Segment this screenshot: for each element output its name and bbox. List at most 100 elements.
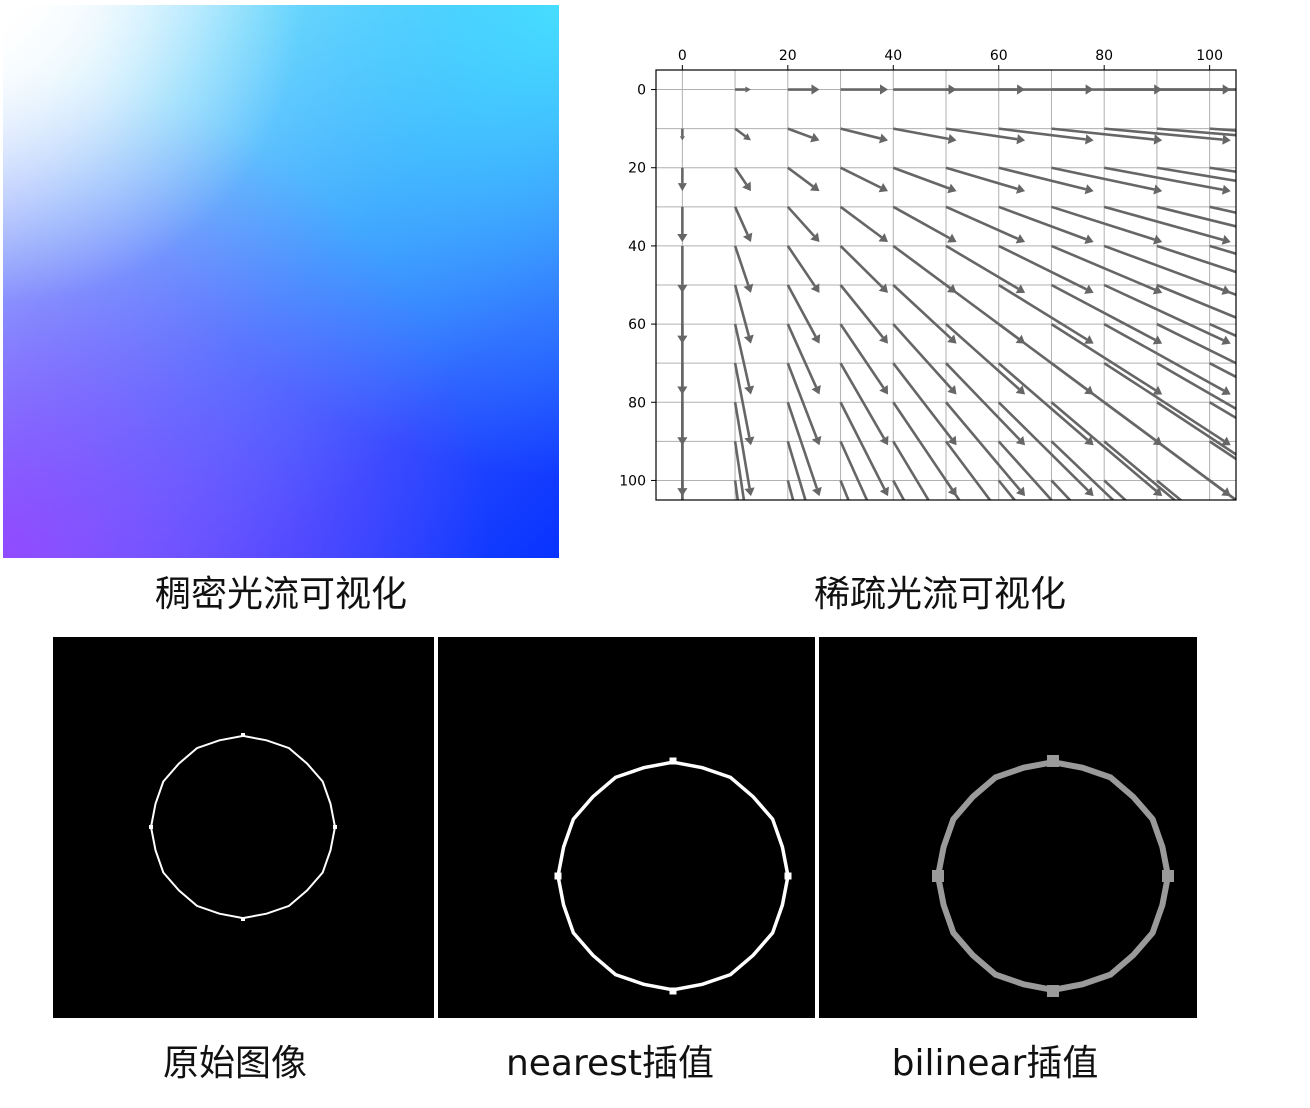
arrow-head bbox=[745, 86, 751, 93]
arrow-shaft bbox=[840, 127, 881, 140]
bilinear-circle bbox=[934, 759, 1172, 993]
arrow-shaft bbox=[1103, 440, 1177, 500]
arrow-shaft bbox=[892, 244, 951, 290]
arrow-shaft bbox=[786, 205, 816, 237]
arrow-shaft bbox=[944, 440, 992, 500]
quiver-arrow bbox=[839, 401, 889, 497]
arrow-shaft bbox=[733, 245, 750, 286]
arrow-head bbox=[878, 283, 888, 293]
arrow-shaft bbox=[1156, 166, 1236, 183]
arrow-shaft bbox=[1051, 205, 1155, 241]
quiver-arrow bbox=[1209, 322, 1236, 338]
arrow-shaft bbox=[997, 362, 1089, 442]
arrow-head bbox=[810, 132, 820, 143]
nearest-circle bbox=[556, 760, 790, 992]
arrow-shaft bbox=[945, 205, 1019, 240]
arrow-shaft bbox=[839, 284, 884, 339]
arrow-shaft bbox=[733, 362, 751, 438]
original-circle bbox=[149, 734, 337, 920]
quiver-arrow bbox=[1103, 440, 1177, 500]
arrow-shaft bbox=[893, 127, 949, 141]
arrow-head bbox=[1153, 234, 1163, 245]
quiver-arrow bbox=[1208, 479, 1236, 500]
original-circle-notch bbox=[241, 733, 245, 737]
arrow-head bbox=[1084, 486, 1094, 497]
arrow-shaft bbox=[1156, 205, 1236, 228]
x-tick-label: 20 bbox=[779, 48, 797, 64]
arrow-shaft bbox=[839, 479, 850, 500]
quiver-arrow bbox=[1051, 127, 1163, 145]
quiver-arrow bbox=[734, 167, 751, 192]
original-circle-notch bbox=[241, 917, 245, 921]
quiver-plot: 0 20 40 60 80 100 0 20 40 60 80 100 bbox=[619, 48, 1237, 501]
arrow-shaft bbox=[786, 362, 818, 439]
arrow-shaft bbox=[892, 323, 953, 390]
arrow-shaft bbox=[839, 244, 884, 289]
quiver-arrow bbox=[840, 84, 888, 95]
quiver-arrow bbox=[997, 479, 1017, 500]
quiver-arrow bbox=[892, 323, 957, 395]
x-tick-label: 60 bbox=[990, 48, 1008, 64]
arrow-shaft bbox=[1156, 127, 1236, 137]
arrow-shaft bbox=[1156, 401, 1236, 456]
quiver-arrow bbox=[1156, 479, 1183, 500]
arrow-shaft bbox=[997, 479, 1017, 500]
quiver-arrow bbox=[734, 127, 751, 141]
arrow-shaft bbox=[1208, 440, 1236, 461]
arrow-shaft bbox=[1208, 401, 1236, 420]
arrow-shaft bbox=[892, 479, 906, 500]
arrow-shaft bbox=[786, 284, 817, 338]
arrow-shaft bbox=[892, 401, 954, 491]
quiver-arrow bbox=[786, 401, 822, 497]
arrow-shaft bbox=[786, 480, 795, 500]
quiver-arrow bbox=[839, 440, 869, 500]
quiver-arrow bbox=[677, 167, 687, 192]
arrow-shaft bbox=[892, 284, 952, 340]
quiver-arrow bbox=[679, 128, 685, 141]
quiver-arrow bbox=[1209, 362, 1236, 379]
arrow-head bbox=[811, 385, 821, 395]
quiver-arrow bbox=[1209, 127, 1236, 132]
arrow-shaft bbox=[733, 323, 751, 387]
bilinear-caption: bilinear插值 bbox=[891, 1043, 1099, 1084]
dense-flow-image bbox=[3, 5, 559, 558]
quiver-arrow bbox=[733, 402, 755, 497]
arrow-head bbox=[1084, 184, 1094, 195]
quiver-arrow bbox=[1103, 479, 1128, 500]
quiver-arrow bbox=[839, 479, 850, 500]
quiver-arrow bbox=[839, 284, 888, 344]
arrow-shaft bbox=[1156, 362, 1236, 411]
quiver-arrow bbox=[1156, 244, 1236, 274]
quiver-arrow bbox=[839, 205, 888, 242]
arrow-head bbox=[1153, 184, 1163, 195]
y-tick-label: 60 bbox=[628, 317, 646, 333]
quiver-arrow bbox=[998, 205, 1094, 245]
arrow-shaft bbox=[839, 401, 886, 490]
arrow-shaft bbox=[1103, 479, 1128, 500]
quiver-arrow bbox=[1103, 362, 1231, 446]
arrow-shaft bbox=[1051, 166, 1155, 191]
quiver-arrow bbox=[677, 206, 688, 242]
quiver-arrow bbox=[1209, 283, 1236, 297]
arrow-shaft bbox=[1050, 401, 1157, 492]
quiver-arrow bbox=[1209, 88, 1236, 91]
arrow-head bbox=[1152, 284, 1163, 295]
quiver-arrow bbox=[1156, 362, 1236, 411]
quiver-arrow bbox=[840, 127, 888, 144]
arrow-shaft bbox=[1209, 127, 1236, 132]
bilinear-circle-notch bbox=[1047, 755, 1059, 767]
arrow-head bbox=[1221, 436, 1231, 446]
quiver-arrow bbox=[892, 166, 957, 194]
arrow-head bbox=[677, 183, 687, 192]
arrow-shaft bbox=[945, 127, 1018, 141]
interpolation-comparison bbox=[53, 637, 1197, 1018]
quiver-arrow bbox=[1209, 244, 1236, 256]
arrow-head bbox=[880, 84, 888, 95]
arrow-head bbox=[1016, 134, 1026, 145]
original-circle-notch bbox=[333, 825, 337, 829]
arrow-head bbox=[809, 182, 820, 192]
arrow-head bbox=[1221, 234, 1231, 245]
arrow-shaft bbox=[1156, 283, 1236, 319]
panel-separator bbox=[815, 637, 819, 1018]
y-tick-label: 40 bbox=[628, 239, 646, 255]
